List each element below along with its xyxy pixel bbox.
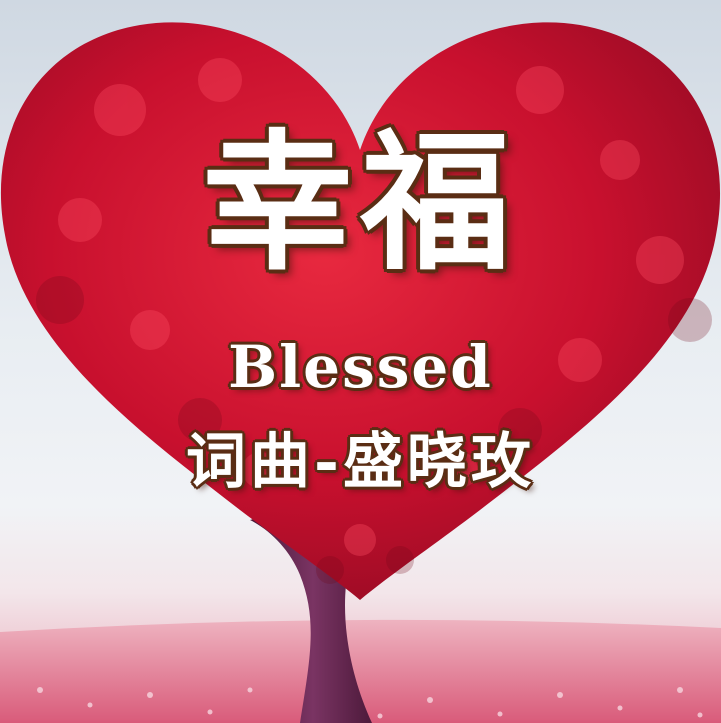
foliage-texture xyxy=(58,58,684,556)
heart-foliage xyxy=(0,22,721,601)
flower-dots xyxy=(37,687,703,719)
title-chinese: 幸福 xyxy=(202,115,519,291)
field xyxy=(0,619,721,723)
songwriter-credit: 词曲-盛晓玫 xyxy=(186,427,535,497)
title-english: Blessed xyxy=(228,333,493,401)
foliage-shadow xyxy=(36,276,712,584)
